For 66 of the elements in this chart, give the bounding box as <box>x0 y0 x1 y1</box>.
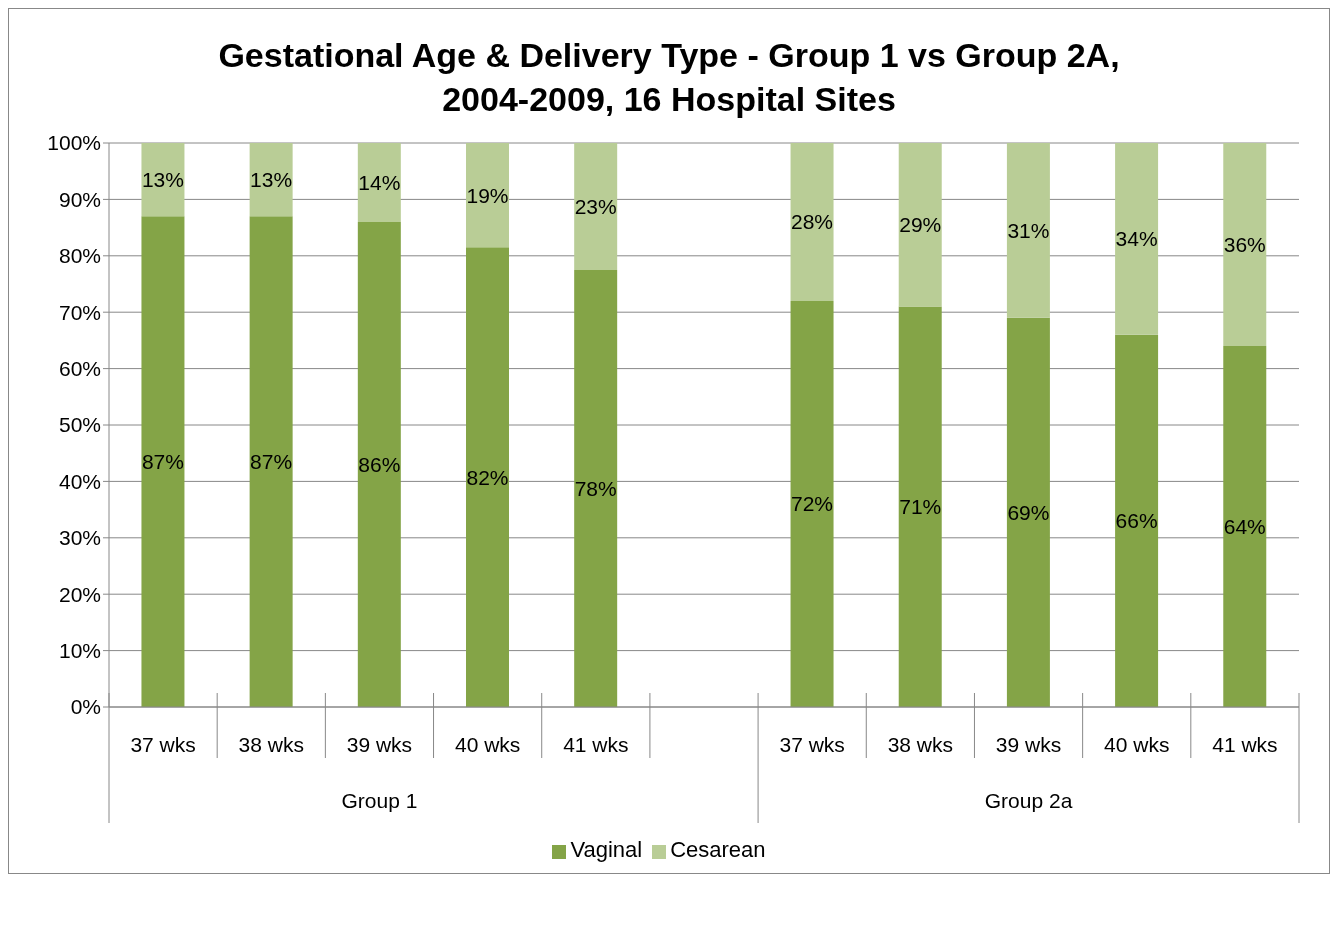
y-tick-label: 30% <box>58 526 101 550</box>
data-label: 87% <box>250 450 293 474</box>
bar <box>1006 143 1050 319</box>
x-tick-label: 39 wks <box>995 733 1062 757</box>
x-tick-label: 39 wks <box>346 733 413 757</box>
x-tick-label: 40 wks <box>454 733 521 757</box>
bar <box>357 222 401 708</box>
x-tick-label: 38 wks <box>887 733 954 757</box>
text: Group 2a <box>984 789 1073 813</box>
y-tick-label: 90% <box>58 188 101 212</box>
data-label: 66% <box>1115 509 1158 533</box>
data-label: 36% <box>1223 233 1266 257</box>
data-label: 72% <box>791 492 834 516</box>
bar <box>1223 143 1267 347</box>
x-tick-label: 37 wks <box>130 733 196 757</box>
bar <box>249 143 293 217</box>
legend-label: Cesarean <box>670 837 766 863</box>
bar <box>574 270 618 708</box>
data-label: 78% <box>574 477 617 501</box>
bar <box>249 216 293 708</box>
bar <box>466 247 509 708</box>
y-tick-label: 80% <box>58 244 101 268</box>
bar <box>357 143 401 223</box>
data-label: 31% <box>1007 219 1050 243</box>
legend-label: Vaginal <box>570 837 643 863</box>
y-tick-label: 100% <box>47 131 101 155</box>
bar <box>1115 335 1159 708</box>
data-label: 14% <box>358 171 401 195</box>
x-tick-label: 41 wks <box>563 733 629 757</box>
data-label: 29% <box>899 213 942 237</box>
x-tick-label: 37 wks <box>779 733 845 757</box>
y-tick-label: 10% <box>58 639 101 663</box>
y-tick-label: 40% <box>58 470 101 494</box>
bar <box>141 216 185 708</box>
y-tick-label: 0% <box>70 695 101 719</box>
chart-title: Gestational Age & Delivery Type - Group 1 vs Group 2A, 2004-2009, 16 Hospital Sites <box>217 35 1121 121</box>
bar <box>898 143 942 307</box>
data-label: 87% <box>141 450 184 474</box>
data-label: 13% <box>141 168 184 192</box>
bar <box>1115 143 1159 336</box>
y-tick-label: 70% <box>58 301 101 325</box>
bar <box>790 301 834 708</box>
data-label: 69% <box>1007 501 1050 525</box>
bar <box>898 306 942 708</box>
data-label: 28% <box>791 210 834 234</box>
bar <box>1006 318 1050 708</box>
y-tick-label: 60% <box>58 357 101 381</box>
x-tick-label: 41 wks <box>1212 733 1278 757</box>
data-label: 82% <box>466 466 509 489</box>
data-label: 23% <box>574 195 617 219</box>
y-tick-label: 20% <box>58 583 101 607</box>
data-label: 86% <box>358 453 401 477</box>
bar <box>1223 346 1267 708</box>
data-label: 71% <box>899 495 942 519</box>
text: Group 1 <box>341 789 418 813</box>
bar <box>790 143 834 302</box>
y-tick-label: 50% <box>58 413 101 437</box>
x-tick-label: 40 wks <box>1104 733 1170 757</box>
x-tick-label: 38 wks <box>238 733 304 757</box>
bar <box>574 143 618 271</box>
data-label: 13% <box>250 168 293 192</box>
bar <box>466 143 509 248</box>
data-label: 34% <box>1115 227 1158 251</box>
data-label: 19% <box>466 184 509 207</box>
bar <box>141 143 185 217</box>
data-label: 64% <box>1223 515 1266 539</box>
